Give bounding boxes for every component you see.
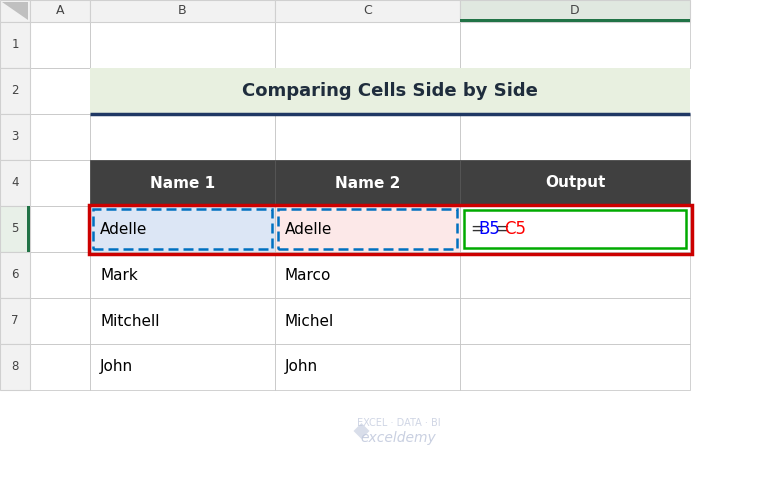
Text: John: John <box>285 360 318 374</box>
Text: John: John <box>100 360 133 374</box>
Text: C: C <box>363 4 372 18</box>
Bar <box>460 344 690 390</box>
Bar <box>30 22 90 68</box>
Text: =: = <box>495 220 509 238</box>
Text: EXCEL · DATA · BI: EXCEL · DATA · BI <box>357 418 440 428</box>
Bar <box>278 209 457 249</box>
Bar <box>275 114 460 160</box>
Text: Output: Output <box>545 176 605 190</box>
Bar <box>30 206 90 252</box>
Text: 4: 4 <box>12 177 18 189</box>
Text: Name 1: Name 1 <box>150 176 215 190</box>
Bar <box>275 0 460 22</box>
Bar <box>90 344 275 390</box>
Text: 1: 1 <box>12 39 18 52</box>
Text: Adelle: Adelle <box>285 222 332 237</box>
Text: 5: 5 <box>12 223 18 236</box>
Bar <box>460 252 690 298</box>
Text: B: B <box>178 4 187 18</box>
Bar <box>0 206 30 252</box>
Bar <box>90 252 275 298</box>
Bar <box>0 344 30 390</box>
Bar <box>90 0 275 22</box>
Bar <box>0 298 30 344</box>
Bar <box>30 0 90 22</box>
Text: 7: 7 <box>12 314 18 327</box>
Text: A: A <box>56 4 64 18</box>
Bar <box>90 22 275 68</box>
Bar <box>30 68 90 114</box>
Bar <box>460 298 690 344</box>
Bar <box>30 298 90 344</box>
Bar <box>275 252 460 298</box>
Bar <box>90 114 275 160</box>
Text: =: = <box>470 220 484 238</box>
Bar <box>460 22 690 68</box>
Bar <box>275 160 460 206</box>
Text: 8: 8 <box>12 361 18 373</box>
Polygon shape <box>354 423 370 439</box>
Bar <box>88 204 692 253</box>
Text: C5: C5 <box>504 220 526 238</box>
Bar <box>30 160 90 206</box>
Text: Marco: Marco <box>285 267 331 283</box>
Bar <box>93 209 272 249</box>
Text: Adelle: Adelle <box>100 222 147 237</box>
Bar <box>275 206 460 252</box>
Bar <box>460 0 690 22</box>
Bar <box>460 206 690 252</box>
Bar <box>90 68 690 114</box>
Bar <box>275 22 460 68</box>
Bar <box>0 252 30 298</box>
Bar <box>0 160 30 206</box>
Bar <box>464 210 686 248</box>
Text: Michel: Michel <box>285 313 334 328</box>
Bar <box>27 206 30 252</box>
Bar <box>0 114 30 160</box>
Text: Mark: Mark <box>100 267 138 283</box>
Text: Comparing Cells Side by Side: Comparing Cells Side by Side <box>242 82 538 100</box>
Bar <box>0 22 30 68</box>
Bar <box>275 344 460 390</box>
Text: Name 2: Name 2 <box>335 176 400 190</box>
Bar <box>30 344 90 390</box>
Text: D: D <box>570 4 580 18</box>
Text: exceldemy: exceldemy <box>360 431 436 445</box>
Text: 3: 3 <box>12 130 18 143</box>
Text: 2: 2 <box>12 84 18 98</box>
Polygon shape <box>2 2 28 20</box>
Bar <box>460 160 690 206</box>
Bar <box>0 68 30 114</box>
Text: Mitchell: Mitchell <box>100 313 160 328</box>
Text: B5: B5 <box>479 220 500 238</box>
Bar <box>90 160 275 206</box>
Bar <box>30 114 90 160</box>
Bar <box>90 206 275 252</box>
Bar <box>275 298 460 344</box>
Bar <box>90 298 275 344</box>
Text: 6: 6 <box>12 268 18 282</box>
Bar <box>0 0 30 22</box>
Bar <box>460 19 690 22</box>
Bar <box>30 252 90 298</box>
Bar <box>460 114 690 160</box>
